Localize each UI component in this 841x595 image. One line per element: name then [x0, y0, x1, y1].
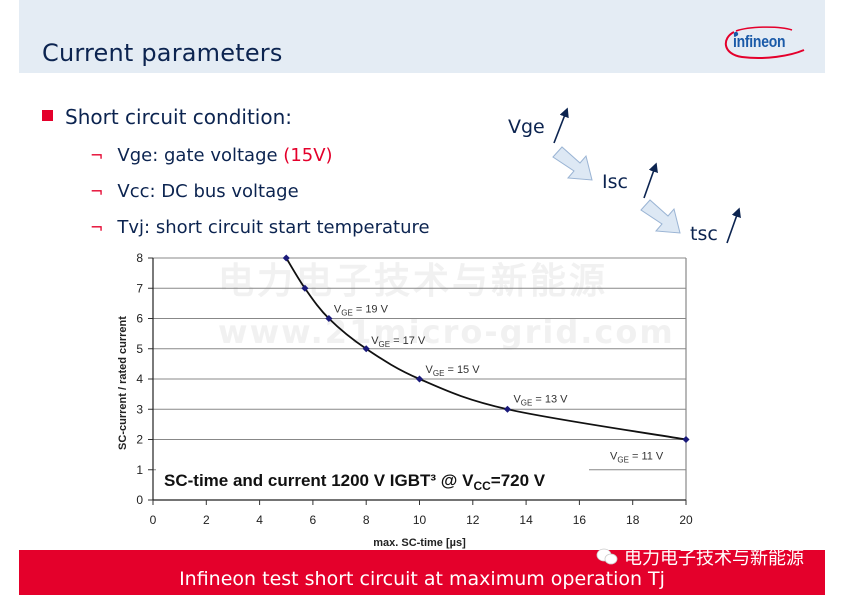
negation-bullet-icon: ¬ [90, 146, 104, 165]
arrow-up-right-icon [726, 207, 741, 244]
data-point-marker [415, 375, 424, 383]
svg-text:0: 0 [136, 493, 143, 507]
chart-title: SC-time and current 1200 V IGBT³ @ VCC=7… [164, 471, 546, 493]
chart-series [282, 254, 690, 444]
data-point-marker [362, 345, 370, 353]
vge-annotation: VGE = 15 V [426, 364, 481, 378]
vge-annotation: VGE = 19 V [334, 304, 389, 318]
sub-bullet-text: Vcc: DC bus voltage [117, 181, 299, 202]
sub-bullet-vcc: ¬ Vcc: DC bus voltage [90, 181, 299, 202]
svg-text:1: 1 [136, 463, 143, 477]
svg-text:SC-current / rated current: SC-current / rated current [117, 316, 129, 450]
svg-text:10: 10 [413, 513, 427, 527]
footer-banner: Infineon test short circuit at maximum o… [19, 550, 825, 595]
logo-text: infineon [733, 32, 786, 51]
wechat-account-name: 电力电子技术与新能源 [624, 548, 804, 569]
main-bullet: Short circuit condition: [42, 105, 292, 129]
vge-annotation: VGE = 17 V [371, 335, 426, 349]
arrow-up-right-icon [643, 162, 658, 199]
chart-watermark-url: www.21micro-grid.com [218, 313, 675, 351]
flow-label-tsc: tsc [690, 223, 718, 245]
block-arrow-down-right-icon [552, 146, 593, 181]
svg-text:4: 4 [256, 513, 263, 527]
sub-bullet-vge: ¬ Vge: gate voltage (15V) [90, 145, 333, 166]
vge-annotation: VGE = 11 V [610, 451, 664, 465]
block-arrow-down-right-icon [640, 199, 681, 234]
svg-text:2: 2 [136, 433, 143, 447]
svg-text:16: 16 [573, 513, 587, 527]
negation-bullet-icon: ¬ [90, 182, 104, 201]
data-point-marker [282, 254, 290, 262]
sub-bullet-text: Vge: gate voltage [117, 145, 284, 166]
svg-text:2: 2 [203, 513, 210, 527]
vge-annotation: VGE = 13 V [513, 393, 568, 407]
chart-watermark-cn: 电力电子技术与新能源 [218, 261, 609, 302]
svg-text:8: 8 [136, 251, 143, 265]
svg-text:5: 5 [136, 342, 143, 356]
sub-bullet-text: Tvj: short circuit start temperature [117, 217, 430, 238]
data-point-marker [682, 435, 690, 444]
sub-bullet-tvj: ¬ Tvj: short circuit start temperature [90, 217, 430, 238]
data-point-marker [503, 405, 511, 413]
svg-text:12: 12 [466, 513, 480, 527]
svg-text:max. SC-time [µs]: max. SC-time [µs] [373, 537, 466, 549]
main-bullet-text: Short circuit condition: [65, 105, 293, 129]
wechat-watermark: 电力电子技术与新能源 [596, 545, 804, 569]
svg-text:3: 3 [136, 402, 143, 416]
svg-text:0: 0 [150, 513, 157, 527]
slide-title: Current parameters [42, 39, 283, 67]
svg-text:20: 20 [679, 513, 693, 527]
infineon-logo: infineon [720, 24, 810, 64]
svg-text:14: 14 [519, 513, 533, 527]
wechat-icon [596, 548, 618, 565]
square-bullet-icon [42, 110, 53, 121]
chart-annotations: VGE = 19 V VGE = 17 V VGE = 15 V VGE = 13 V… [334, 304, 664, 465]
svg-text:7: 7 [136, 281, 143, 295]
banner-text: Infineon test short circuit at maximum o… [179, 568, 665, 590]
svg-text:6: 6 [136, 312, 143, 326]
flow-label-isc: Isc [602, 171, 628, 193]
negation-bullet-icon: ¬ [90, 218, 104, 237]
data-point-marker [301, 284, 309, 292]
data-point-marker [325, 314, 333, 323]
svg-text:8: 8 [363, 513, 370, 527]
svg-text:18: 18 [626, 513, 640, 527]
svg-text:4: 4 [136, 372, 143, 386]
sub-bullet-highlight: (15V) [283, 145, 333, 166]
arrow-up-right-icon [553, 107, 569, 144]
svg-text:6: 6 [310, 513, 317, 527]
chart-title-box: SC-time and current 1200 V IGBT³ @ VCC=7… [156, 458, 589, 498]
slide-header: Current parameters [19, 0, 825, 73]
logo-swoosh-icon [724, 26, 805, 60]
flow-label-vge: Vge [508, 116, 545, 138]
